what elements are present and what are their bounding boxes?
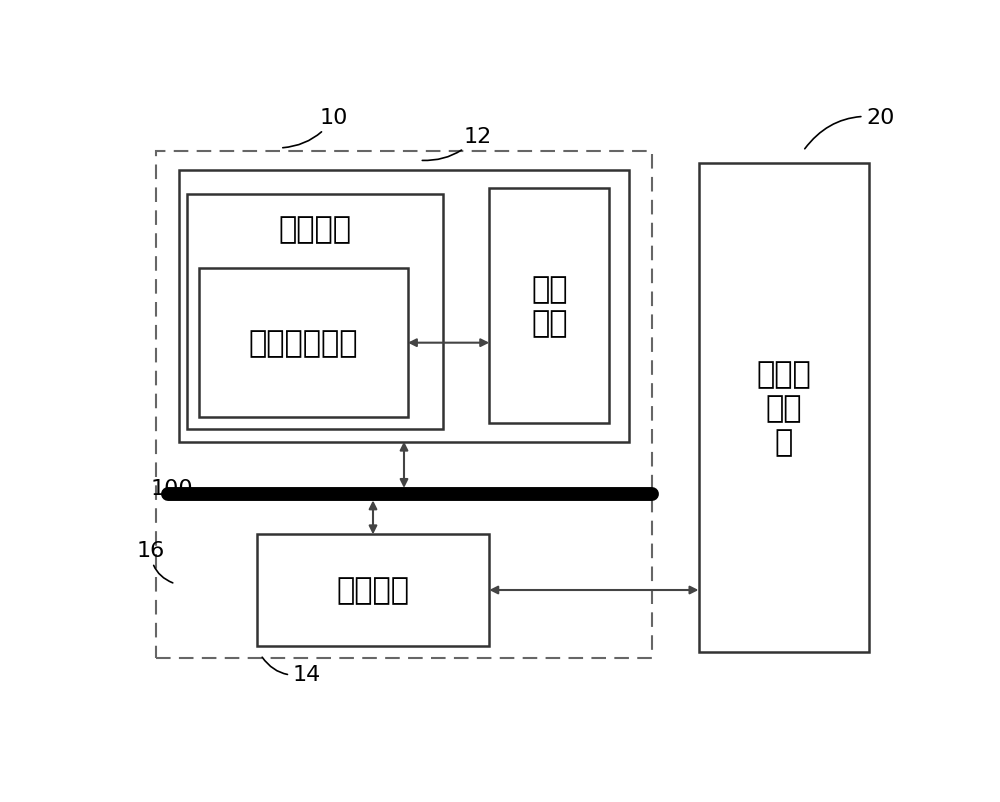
Text: 20: 20 [805,108,895,150]
Text: 存储单元: 存储单元 [278,214,351,244]
Bar [698,164,869,652]
Bar [187,195,443,430]
Text: 处理
单元: 处理 单元 [531,275,568,338]
Bar [199,269,408,417]
Bar [156,152,652,658]
Bar [257,535,489,646]
Text: 报文处理装置: 报文处理装置 [248,329,358,358]
Text: 车载用
电设
备: 车载用 电设 备 [756,360,811,456]
Text: 10: 10 [283,108,348,148]
Text: 14: 14 [262,658,321,684]
Text: 从控制器: 从控制器 [336,576,410,605]
Text: 16: 16 [136,541,173,583]
Bar [489,189,609,423]
Bar [179,170,629,442]
Text: 12: 12 [422,127,492,161]
Text: 100: 100 [151,478,193,498]
